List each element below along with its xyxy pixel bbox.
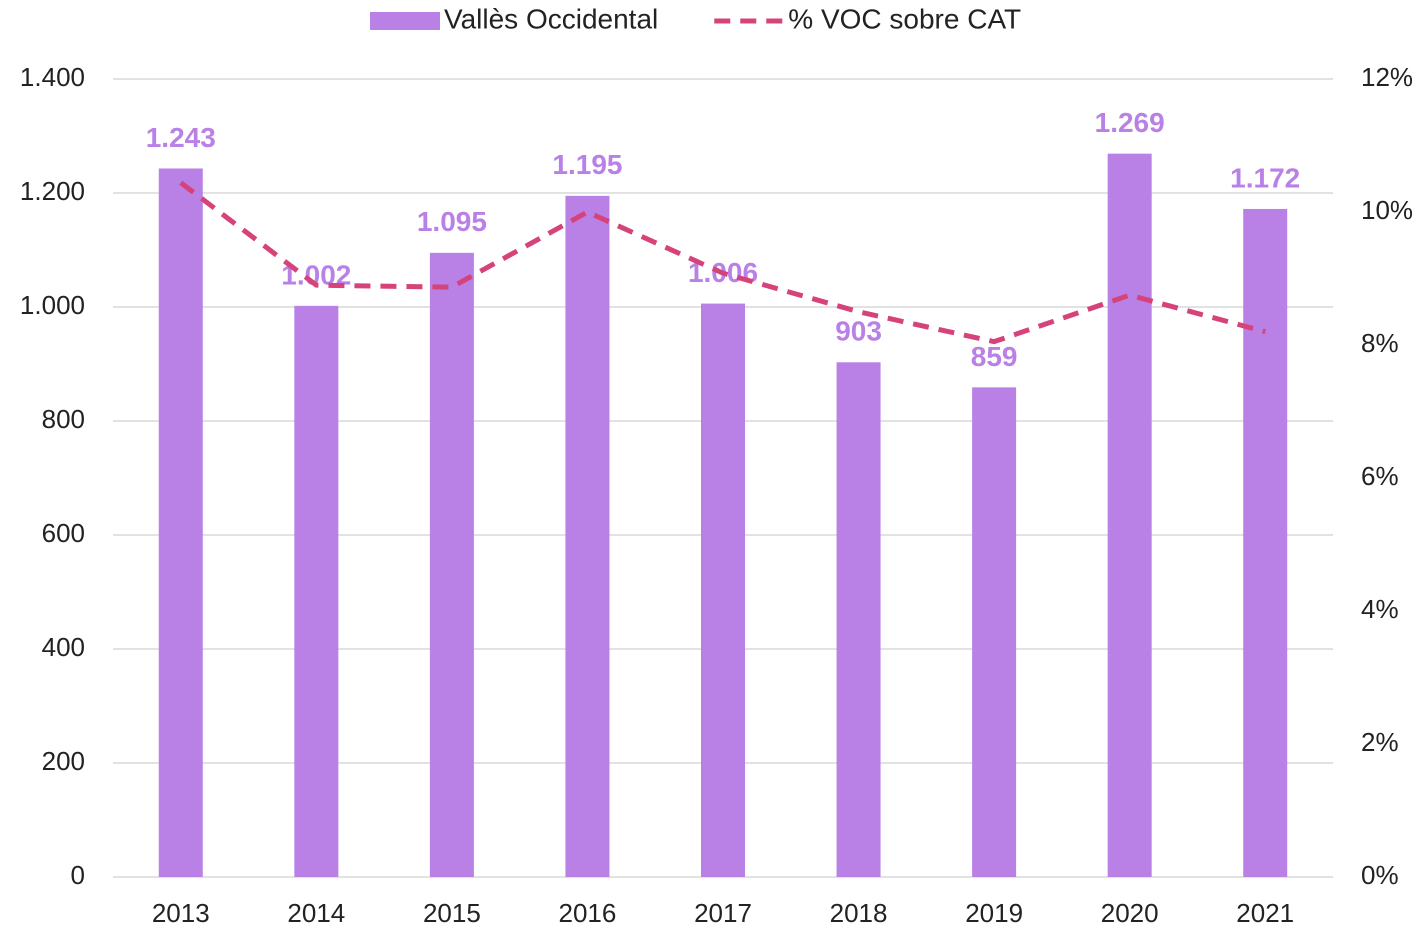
y2-tick-label: 6% (1361, 461, 1399, 491)
bar (294, 305, 339, 877)
y2-tick-label: 10% (1361, 195, 1413, 225)
data-label: 859 (971, 341, 1018, 372)
bar (1243, 208, 1288, 877)
legend-swatch (370, 12, 440, 30)
y2-tick-label: 0% (1361, 860, 1399, 890)
y-tick-label: 1.000 (20, 290, 85, 320)
x-tick-label: 2016 (559, 898, 617, 928)
bar (836, 362, 881, 877)
y2-tick-label: 4% (1361, 594, 1399, 624)
x-tick-label: 2014 (287, 898, 345, 928)
data-label: 1.172 (1230, 162, 1300, 193)
x-tick-label: 2015 (423, 898, 481, 928)
bar (701, 303, 745, 878)
x-tick-label: 2019 (965, 898, 1023, 928)
data-label: 1.195 (552, 149, 622, 180)
y2-tick-label: 8% (1361, 328, 1399, 358)
x-tick-label: 2017 (694, 898, 752, 928)
y-tick-label: 600 (42, 518, 85, 548)
bar (429, 252, 474, 878)
y-tick-label: 1.400 (20, 62, 85, 92)
x-tick-label: 2020 (1101, 898, 1159, 928)
y-tick-label: 1.200 (20, 176, 85, 206)
data-label: 1.095 (417, 206, 487, 237)
data-label: 903 (835, 316, 882, 347)
bar (565, 195, 610, 878)
x-tick-label: 2018 (830, 898, 888, 928)
y2-tick-label: 2% (1361, 727, 1399, 757)
line (179, 180, 1266, 345)
y-tick-label: 400 (42, 632, 85, 662)
bar (158, 168, 203, 878)
legend-label: Vallès Occidental (444, 3, 658, 34)
y2-tick-label: 12% (1361, 62, 1413, 92)
data-label: 1.243 (146, 122, 216, 153)
bar (972, 387, 1017, 877)
data-label: 1.269 (1095, 107, 1165, 138)
legend-label: % VOC sobre CAT (788, 3, 1021, 34)
y-tick-label: 200 (42, 746, 85, 776)
x-tick-label: 2021 (1236, 898, 1294, 928)
y-tick-label: 800 (42, 404, 85, 434)
bar (1107, 153, 1152, 878)
x-tick-label: 2013 (152, 898, 210, 928)
y-tick-label: 0 (71, 860, 85, 890)
